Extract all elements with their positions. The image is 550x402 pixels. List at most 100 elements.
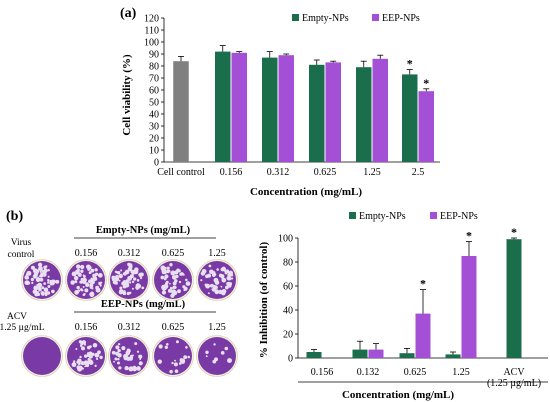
plaque-spot [24,280,29,285]
panel-a-bar [356,67,372,162]
plaque-spot [117,361,120,365]
panel-a-x-tick-label: 1.25 [363,167,381,178]
plaque-spot [26,270,32,276]
plaque-spot [164,345,168,349]
plaque-spot [169,263,173,267]
plaque-spot [122,290,126,294]
panel-b-ylabel: % Inhibition (of control) [258,242,270,359]
virus-control-label: Virus [11,238,32,248]
plaque-spot [138,361,143,366]
empty-nps-concentration-label: 0.312 [118,248,141,259]
panel-a-y-tick-label: 30 [149,122,159,133]
panel-b-bar [445,354,461,358]
plaque-spot [121,346,126,351]
plaque-spot [133,277,137,281]
plaque-spot [129,274,134,279]
plaque-spot [225,269,230,274]
plaque-spot [89,285,93,289]
plaque-spot [40,291,45,295]
plaque-spot [163,277,167,281]
plaque-spot [47,275,50,278]
panel-a-x-tick-label: Cell control [157,167,205,178]
panel-a-legend-swatch [292,14,299,21]
plaque-spot [99,284,102,287]
plaque-spot [182,285,186,289]
plaque-spot [128,264,133,269]
plaque-spot [125,353,129,357]
plaque-spot [226,275,232,281]
plaque-spot [80,288,83,291]
panel-a-legend-label: EEP-NPs [382,13,420,24]
panel-b-legend-swatch [349,212,356,219]
plaque-spot [55,279,60,284]
plaque-spot [111,350,116,355]
plaque-spot [37,269,40,272]
panel-a-xlabel: Concentration (mg/mL) [250,186,362,198]
plaque-spot [114,357,118,361]
panel-b-x-tick-label: (1.25 µg/mL) [487,378,541,389]
panel-b-bar [415,313,431,358]
panel-b-bar [461,256,477,358]
empty-nps-plate-title: Empty-NPs (mg/mL) [96,225,191,236]
empty-nps-concentration-label: 1.25 [208,248,226,259]
plaque-spot [163,287,167,291]
plaque-spot [88,279,92,284]
plaque-spot [82,274,85,277]
plaque-spot [97,350,101,355]
plaque-spot [118,279,121,282]
plaque-spot [115,345,120,350]
plaque-spot [205,283,211,289]
plaque-spot [47,269,50,272]
panel-b-x-tick-label: 0.132 [357,367,380,378]
plaque-spot [213,285,218,290]
plaque-spot [114,270,118,273]
panel-a-bar [402,74,418,162]
plaque-spot [120,269,123,272]
plaque-spot [71,362,77,368]
plaque-spot [80,264,85,270]
panel-a-bar [309,64,325,162]
panel-a-bar [215,51,231,162]
plaque-spot [80,269,84,273]
plaque-spot [94,352,100,358]
plaque-spot [24,275,29,280]
plaque-spot [214,289,220,295]
plaque-spot [134,342,138,346]
plaque-spot [124,365,129,371]
plaque-spot [173,362,178,367]
plaque-spot [92,276,98,282]
plaque-spot [221,277,225,281]
plaque-spot [139,276,143,280]
panel-a-bar [325,62,341,162]
plaque-spot [132,367,137,372]
plaque-spot [177,289,181,294]
plaque-spot [166,269,170,274]
plaque-spot [79,280,83,284]
panel-a-y-tick-label: 40 [149,110,159,121]
plaque-spot [39,277,44,282]
panel-b-xlabel: Concentration (mg/mL) [342,389,454,401]
plaque-spot [90,354,93,357]
plaque-spot [174,286,177,289]
panel-b-significance-mark: * [511,225,517,239]
acv-well [23,337,61,375]
plaque-spot [178,362,182,365]
plaque-spot [83,293,86,295]
plaque-spot [87,358,91,362]
plaque-spot [86,352,90,356]
plaque-spot [183,288,186,292]
plaque-spot [166,266,170,270]
panel-a-x-tick-label: 2.5 [412,167,425,178]
plaque-spot [77,272,82,277]
plaque-spot [220,267,225,272]
plaque-spot [209,269,214,275]
plaque-spot [30,265,35,270]
plaque-spot [165,282,169,286]
plaque-spot [113,360,115,363]
plaque-spot [136,279,140,282]
plaque-spot [174,369,179,373]
panel-a-x-tick-label: 0.625 [314,167,337,178]
panel-b-label: (b) [6,209,23,224]
panel-b-y-tick-label: 40 [283,306,293,317]
plaque-spot [92,342,98,348]
